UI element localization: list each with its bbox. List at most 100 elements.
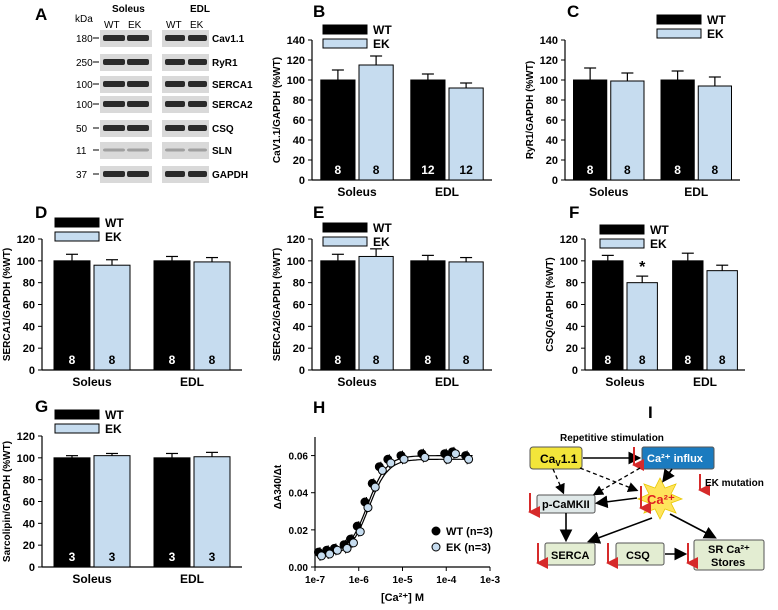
blot-row-serca2: 100 SERCA2 [76, 96, 253, 113]
data-point-ek [316, 551, 326, 561]
legend-swatch-wt [322, 222, 368, 233]
y-axis-label: SERCA2/GAPDH (%WT) [272, 248, 283, 361]
blot-membrane-edl [162, 120, 209, 137]
legend-label-wt: WT [373, 221, 392, 235]
blot-mw-label: 50 [76, 124, 88, 135]
blot-band [127, 59, 149, 65]
y-tick-label: 120 [287, 234, 305, 246]
blot-wt-soleus: WT [104, 20, 120, 31]
x-tick-label: 1e-7 [305, 575, 325, 586]
y-tick-label: 40 [293, 135, 305, 147]
ca-influx-label: Ca²⁺ influx [647, 453, 704, 465]
legend-swatch-ek [599, 238, 645, 249]
y-tick-label: 0 [299, 175, 305, 187]
sr-stores-box [693, 539, 765, 571]
bar-ek-soleus [93, 455, 131, 568]
x-tick-label: 1e-5 [392, 575, 412, 586]
bar-ek-edl [706, 270, 738, 371]
y-tick-label: 100 [287, 256, 305, 268]
blot-protein-label: GAPDH [212, 170, 248, 181]
y-tick-label: 120 [540, 55, 558, 67]
blot-protein-label: SLN [212, 146, 232, 157]
arrow-ca-to-pcamkii [594, 495, 638, 509]
bar-n-label: 8 [425, 353, 432, 367]
blot-band [127, 81, 149, 87]
x-tick-label: EDL [435, 185, 459, 199]
blot-membrane-soleus [100, 166, 152, 183]
y-tick-label: 60 [23, 300, 35, 312]
blot-band [103, 81, 125, 87]
bar-ek-soleus [626, 282, 658, 371]
legend-label-ek: EK (n=3) [446, 542, 491, 554]
bar-n-label: 8 [604, 353, 611, 367]
y-tick-label: 0.04 [289, 489, 309, 500]
blot-ek-soleus: EK [128, 20, 142, 31]
y-tick-label: 80 [566, 278, 578, 290]
y-axis-label: CSQ/GAPDH (%WT) [545, 257, 556, 351]
data-point-ek [420, 452, 430, 462]
panel-label-c: C [567, 2, 579, 21]
blot-band [165, 125, 185, 131]
panel-h-chart: H 0.00 0.02 0.04 0.06 1e-7 1e-6 1e-5 1e-4 1e-3 ΔA3… [273, 398, 500, 604]
legend-label-ek: EK [650, 237, 667, 251]
ek-mutation-label: EK mutation [705, 478, 764, 489]
y-tick-label: 80 [293, 95, 305, 107]
legend-swatch-ek [54, 423, 100, 434]
bar-wt-soleus [573, 79, 608, 181]
bar-n-label: 8 [639, 353, 646, 367]
blot-band [127, 125, 149, 131]
y-tick-label: 100 [287, 75, 305, 87]
bar-n-label: 8 [587, 163, 594, 177]
legend-label-ek: EK [373, 235, 390, 249]
y-tick-label: 140 [540, 35, 558, 47]
blot-mw-label: 37 [76, 170, 88, 181]
blot-band [188, 101, 207, 107]
bar-n-label: 8 [373, 163, 380, 177]
panel-label-f: F [569, 203, 579, 222]
bar-n-label: 8 [463, 353, 470, 367]
y-tick-label: 0.02 [289, 526, 309, 537]
bar-wt-edl [153, 260, 191, 371]
blot-band [188, 148, 207, 152]
panel-e-chart: E 0 20 40 60 80 100 120 SERCA2/GAPDH (%WT) 8 8 Sole… [272, 203, 492, 389]
blot-band [165, 101, 185, 107]
blot-band [165, 35, 185, 41]
x-axis-label: [Ca²⁺] M [381, 592, 424, 604]
bar-wt-soleus [320, 260, 356, 371]
bar-n-label: 8 [109, 353, 116, 367]
arrow-ca-to-serca [586, 517, 653, 544]
repetitive-stimulation-label: Repetitive stimulation [560, 433, 664, 444]
blot-band [103, 35, 125, 41]
blot-soleus-header: Soleus [112, 4, 145, 15]
fit-curve-wt [315, 455, 473, 555]
bar-n-label: 8 [674, 163, 681, 177]
blot-membrane-edl [162, 76, 209, 93]
bar-n-label: 3 [209, 550, 216, 564]
blot-mw-label: 11 [76, 146, 87, 157]
blot-band [103, 101, 125, 107]
data-point-ek [377, 465, 387, 475]
y-tick-label: 20 [546, 155, 558, 167]
blot-row-ryr1: 250 RyR1 [76, 54, 238, 71]
bar-ek-soleus [610, 80, 645, 181]
blot-band [103, 171, 125, 177]
bar-wt-edl [153, 457, 191, 568]
legend-label-wt: WT [707, 13, 726, 27]
panel-f-chart: F 0 20 40 60 80 100 120 CSQ/GAPDH (%WT) 8 8 Soleus 8… [545, 203, 745, 389]
sr-stores-label-2: Stores [711, 557, 745, 569]
data-point-ek [332, 545, 342, 555]
bar-wt-edl [660, 79, 695, 181]
blot-kda-label: kDa [75, 14, 93, 25]
significance-asterisk: * [639, 259, 646, 276]
blot-band [127, 35, 149, 41]
blot-band [103, 59, 125, 65]
ca-influx-box [641, 446, 715, 470]
y-tick-label: 60 [293, 115, 305, 127]
x-tick-label: Soleus [72, 375, 112, 389]
blot-band [188, 171, 207, 177]
blot-band [188, 35, 207, 41]
blot-row-serca1: 100 SERCA1 [76, 76, 253, 93]
bar-wt-soleus [53, 260, 91, 371]
blot-row-sln: 11 SLN [76, 142, 232, 159]
blot-band [127, 171, 149, 177]
